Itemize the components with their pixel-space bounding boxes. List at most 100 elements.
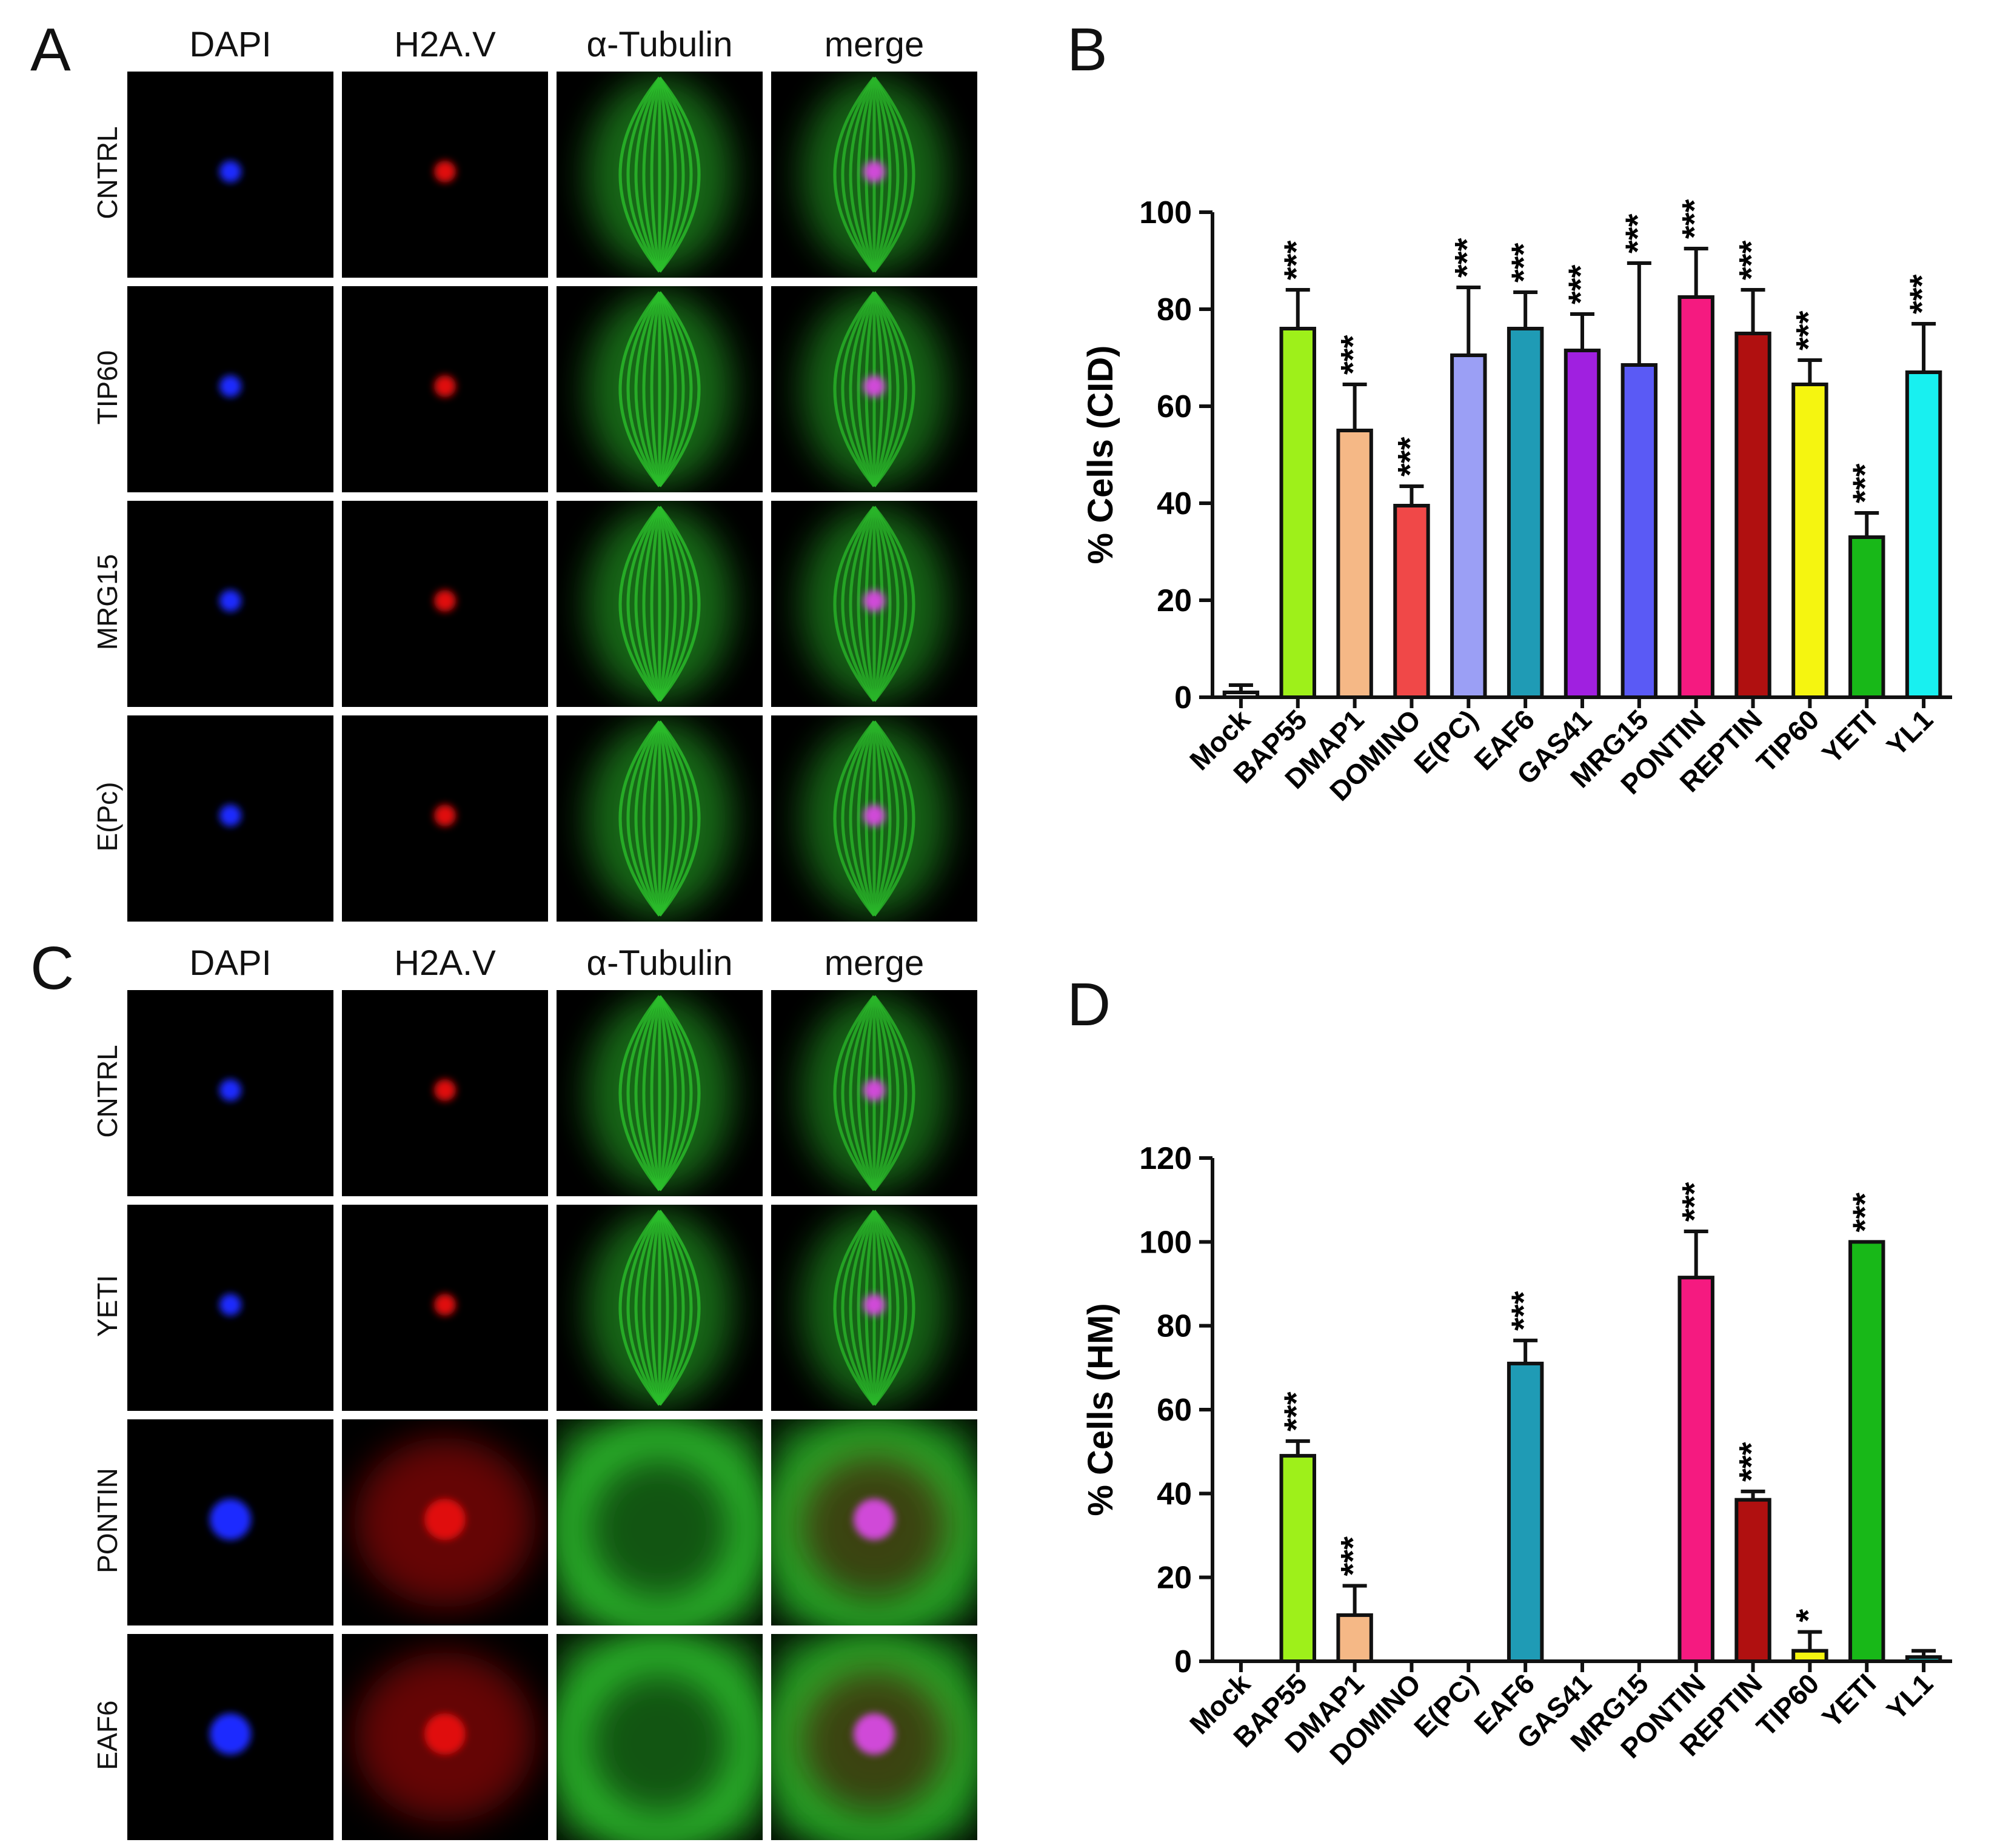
panel-c-row-eaf6: EAF6: [92, 1700, 123, 1770]
bar: [1848, 535, 1885, 699]
panel-c-col-h2av: H2A.V: [394, 943, 496, 983]
x-tick-label: TIP60: [1750, 703, 1825, 778]
y-tick-label: 0: [1174, 680, 1192, 715]
significance-label: *: [1788, 1609, 1827, 1622]
bar: [1905, 370, 1942, 699]
micrograph-a-r1-h2av: [342, 72, 548, 278]
panel-a-col-h2av: H2A.V: [394, 25, 496, 64]
micrograph-c-r3-dapi: [127, 1419, 333, 1625]
micrograph-a-r4-merge: [771, 715, 977, 922]
y-tick-label: 80: [1157, 1309, 1192, 1344]
y-tick-label: 0: [1174, 1644, 1192, 1679]
significance-label: ***: [1447, 238, 1485, 278]
significance-label: ***: [1845, 1193, 1884, 1233]
micrograph-a-r1-tub: [557, 72, 763, 278]
micrograph-a-r2-merge: [771, 286, 977, 492]
x-tick-label: YETI: [1816, 703, 1882, 769]
micrograph-c-r4-dapi: [127, 1634, 333, 1840]
micrograph-c-r4-merge: [771, 1634, 977, 1840]
significance-label: ***: [1732, 240, 1770, 280]
bar: [1791, 1649, 1828, 1663]
micrograph-c-r1-h2av: [342, 990, 548, 1196]
x-tick-label: YL1: [1881, 703, 1939, 762]
bar: [1677, 295, 1714, 699]
bar: [1279, 327, 1316, 699]
bar: [1791, 383, 1828, 699]
bar: [1222, 691, 1260, 699]
panel-letter-c: C: [30, 934, 75, 1002]
significance-label: ***: [1902, 274, 1941, 314]
bar: [1564, 349, 1601, 699]
x-tick-label: E(PC): [1408, 1667, 1483, 1743]
significance-label: ***: [1675, 199, 1713, 239]
micrograph-c-r2-dapi: [127, 1205, 333, 1411]
micrograph-c-r2-tub: [557, 1205, 763, 1411]
micrograph-c-r4-tub: [557, 1634, 763, 1840]
bar: [1507, 327, 1544, 699]
micrograph-c-r4-h2av: [342, 1634, 548, 1840]
significance-label: ***: [1504, 243, 1542, 283]
panel-letter-b: B: [1067, 16, 1108, 84]
bar: [1336, 1613, 1373, 1664]
micrograph-a-r1-merge: [771, 72, 977, 278]
micrograph-a-r1-dapi: [127, 72, 333, 278]
micrograph-c-r1-merge: [771, 990, 977, 1196]
panel-b-chart-svg: % Cells (CID)020406080100MockBAP55***DMA…: [1081, 195, 1952, 807]
panel-letter-d: D: [1067, 971, 1111, 1039]
panel-a-col-merge: merge: [824, 25, 925, 64]
y-tick-label: 20: [1157, 1561, 1192, 1596]
significance-label: ***: [1845, 463, 1884, 503]
y-tick-label: 40: [1157, 1476, 1192, 1512]
bar: [1620, 363, 1658, 699]
micrograph-c-r2-h2av: [342, 1205, 548, 1411]
bar: [1336, 429, 1373, 699]
panel-c-row-yeti: YETI: [92, 1274, 123, 1337]
panel-c-col-dapi: DAPI: [189, 943, 272, 983]
significance-label: ***: [1277, 1391, 1315, 1431]
significance-label: ***: [1561, 264, 1599, 304]
bar: [1848, 1240, 1885, 1664]
panel-a-col-dapi: DAPI: [189, 25, 272, 64]
y-axis-label: % Cells (HM): [1081, 1303, 1120, 1516]
bar: [1905, 1655, 1942, 1663]
panel-d-chart-svg: % Cells (HM)020406080100120MockBAP55***D…: [1081, 1141, 1952, 1771]
significance-label: ***: [1277, 240, 1315, 280]
y-tick-label: 120: [1139, 1141, 1192, 1176]
y-tick-label: 60: [1157, 389, 1192, 424]
micrograph-c-r3-h2av: [342, 1419, 548, 1625]
bar: [1734, 1498, 1771, 1663]
significance-label: ***: [1504, 1291, 1542, 1331]
y-tick-label: 60: [1157, 1393, 1192, 1428]
micrograph-a-r2-dapi: [127, 286, 333, 492]
significance-label: ***: [1732, 1442, 1770, 1482]
panel-c-col-tubulin: α-Tubulin: [586, 943, 733, 983]
panel-c-row-cntrl: CNTRL: [92, 1045, 123, 1138]
significance-label: ***: [1390, 437, 1428, 477]
micrograph-c-r3-tub: [557, 1419, 763, 1625]
y-tick-label: 100: [1139, 195, 1192, 230]
micrograph-a-r4-h2av: [342, 715, 548, 922]
significance-label: ***: [1334, 1536, 1372, 1576]
bar: [1393, 504, 1430, 699]
micrograph-a-r2-h2av: [342, 286, 548, 492]
y-axis-label: % Cells (CID): [1081, 346, 1120, 564]
panel-c-col-merge: merge: [824, 943, 925, 983]
panel-a-row-tip60: TIP60: [92, 350, 123, 425]
micrograph-a-r4-dapi: [127, 715, 333, 922]
micrograph-a-r3-tub: [557, 501, 763, 707]
x-tick-label: YL1: [1881, 1667, 1939, 1726]
bar: [1279, 1454, 1316, 1663]
bar: [1507, 1361, 1544, 1663]
micrograph-a-r3-dapi: [127, 501, 333, 707]
panel-letter-a: A: [30, 16, 71, 84]
micrograph-a-r4-tub: [557, 715, 763, 922]
y-tick-label: 80: [1157, 292, 1192, 327]
panel-a-col-tubulin: α-Tubulin: [586, 25, 733, 64]
x-tick-label: TIP60: [1750, 1667, 1825, 1743]
bar: [1450, 353, 1487, 699]
micrograph-a-r3-merge: [771, 501, 977, 707]
significance-label: ***: [1675, 1182, 1713, 1222]
significance-label: ***: [1618, 213, 1656, 253]
micrograph-a-r2-tub: [557, 286, 763, 492]
y-tick-label: 20: [1157, 583, 1192, 618]
